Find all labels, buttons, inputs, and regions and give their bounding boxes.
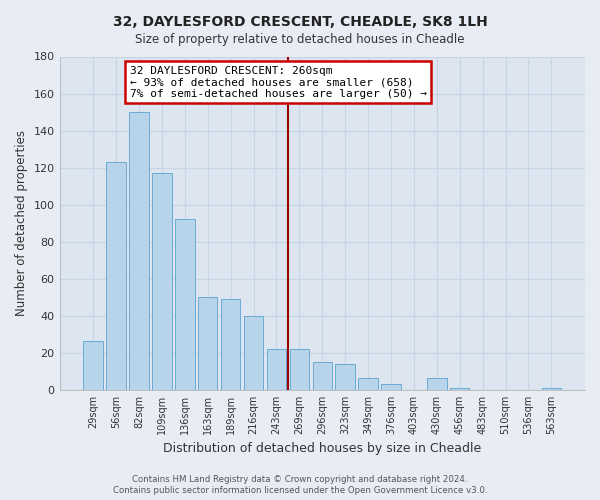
Bar [335,364,355,390]
X-axis label: Distribution of detached houses by size in Cheadle: Distribution of detached houses by size … [163,442,481,455]
Bar [427,378,446,390]
Text: Contains HM Land Registry data © Crown copyright and database right 2024.: Contains HM Land Registry data © Crown c… [132,475,468,484]
Text: Contains public sector information licensed under the Open Government Licence v3: Contains public sector information licen… [113,486,487,495]
Bar [175,220,194,390]
Bar [152,173,172,390]
Bar [267,349,286,390]
Bar [244,316,263,390]
Bar [358,378,378,390]
Bar [221,299,241,390]
Y-axis label: Number of detached properties: Number of detached properties [15,130,28,316]
Bar [313,362,332,390]
Bar [198,297,217,390]
Bar [450,388,469,390]
Text: 32 DAYLESFORD CRESCENT: 260sqm
← 93% of detached houses are smaller (658)
7% of : 32 DAYLESFORD CRESCENT: 260sqm ← 93% of … [130,66,427,99]
Bar [106,162,126,390]
Bar [381,384,401,390]
Text: Size of property relative to detached houses in Cheadle: Size of property relative to detached ho… [135,32,465,46]
Bar [542,388,561,390]
Bar [290,349,309,390]
Text: 32, DAYLESFORD CRESCENT, CHEADLE, SK8 1LH: 32, DAYLESFORD CRESCENT, CHEADLE, SK8 1L… [113,15,487,29]
Bar [129,112,149,390]
Bar [83,342,103,390]
